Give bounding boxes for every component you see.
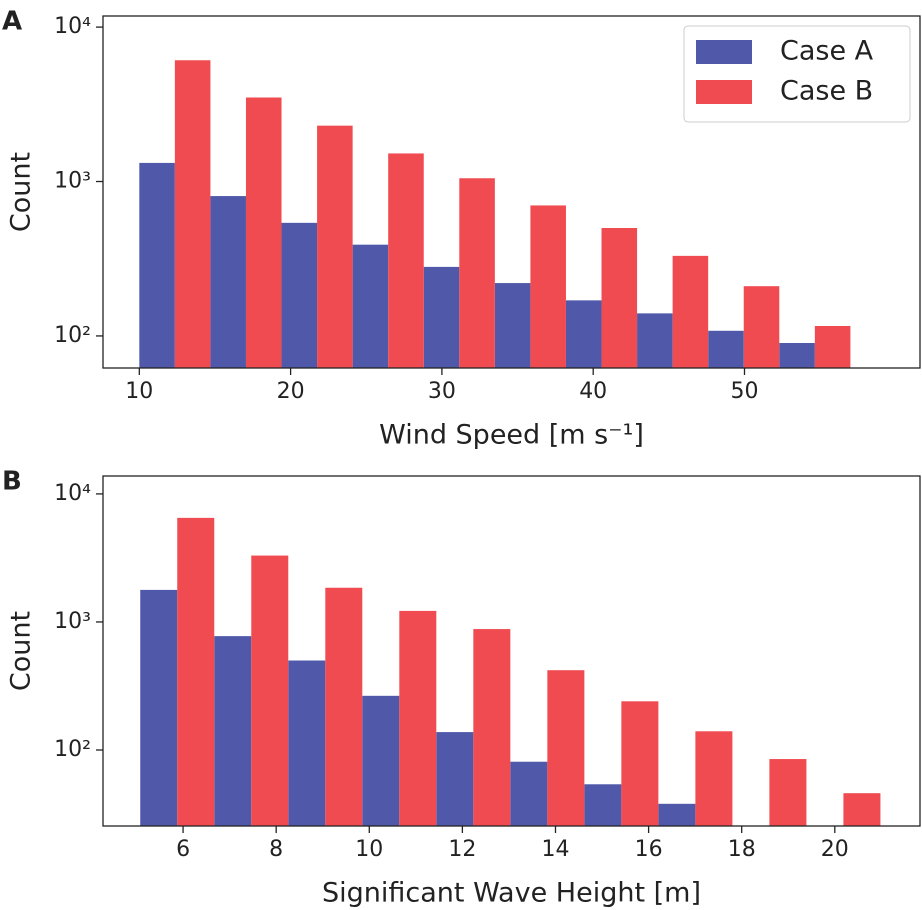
bar <box>210 196 246 368</box>
y-tick-label: 10² <box>54 737 91 762</box>
y-tick-label: 10² <box>54 323 91 348</box>
x-tick-label: 10 <box>355 837 383 862</box>
y-tick-label: 10³ <box>54 609 91 634</box>
bar <box>288 660 326 826</box>
bar <box>779 343 815 368</box>
x-tick-label: 20 <box>277 379 305 404</box>
bar <box>281 222 318 368</box>
bar <box>843 793 881 826</box>
bar <box>352 244 389 368</box>
bar <box>140 589 178 826</box>
x-tick-label: 16 <box>635 837 663 862</box>
y-tick-label: 10³ <box>54 169 91 194</box>
bar <box>530 205 566 368</box>
bar <box>814 325 851 368</box>
y-axis-label: Count <box>6 611 37 691</box>
y-tick-label: 10⁴ <box>54 481 91 506</box>
bar <box>177 517 215 826</box>
x-tick-label: 10 <box>125 379 153 404</box>
plot-frame <box>102 475 921 827</box>
bar <box>494 283 531 368</box>
bar <box>658 803 696 826</box>
bar <box>174 60 211 369</box>
x-tick-label: 18 <box>728 837 756 862</box>
panel-label: A <box>2 7 22 37</box>
panel-label: B <box>2 467 22 497</box>
bar <box>695 731 733 826</box>
bar <box>601 228 638 368</box>
bar <box>708 330 744 368</box>
bar <box>245 97 282 369</box>
x-axis-label: Significant Wave Height [m] <box>322 878 701 909</box>
y-axis-label: Count <box>6 152 37 232</box>
bar <box>565 300 602 368</box>
bar <box>362 695 400 826</box>
legend-label: Case A <box>780 36 874 67</box>
bar <box>769 759 807 826</box>
bar <box>436 732 474 826</box>
bar <box>139 162 175 368</box>
bar <box>637 313 673 368</box>
x-axis-label: Wind Speed [m s⁻¹] <box>379 420 644 451</box>
bar <box>214 636 252 826</box>
x-tick-label: 30 <box>428 379 456 404</box>
bar <box>743 286 780 368</box>
bar <box>423 266 460 368</box>
x-tick-label: 20 <box>821 837 849 862</box>
legend-label: Case B <box>780 76 873 107</box>
legend-swatch <box>696 40 752 64</box>
bar <box>672 255 709 368</box>
bar <box>399 610 437 826</box>
x-tick-label: 50 <box>730 379 758 404</box>
bar <box>547 670 585 826</box>
x-tick-label: 40 <box>579 379 607 404</box>
x-tick-label: 12 <box>448 837 476 862</box>
x-tick-label: 6 <box>176 837 190 862</box>
bar <box>621 701 659 826</box>
bar <box>473 629 511 826</box>
y-tick-label: 10⁴ <box>54 14 91 39</box>
bar <box>459 178 495 368</box>
x-tick-label: 8 <box>269 837 283 862</box>
bar <box>317 125 353 368</box>
legend-swatch <box>696 80 752 104</box>
x-tick-label: 14 <box>541 837 569 862</box>
bar <box>510 761 548 826</box>
bar <box>251 555 289 826</box>
bar <box>325 587 363 826</box>
bar <box>388 153 424 368</box>
plot-frame <box>102 15 921 369</box>
bar <box>584 784 622 826</box>
